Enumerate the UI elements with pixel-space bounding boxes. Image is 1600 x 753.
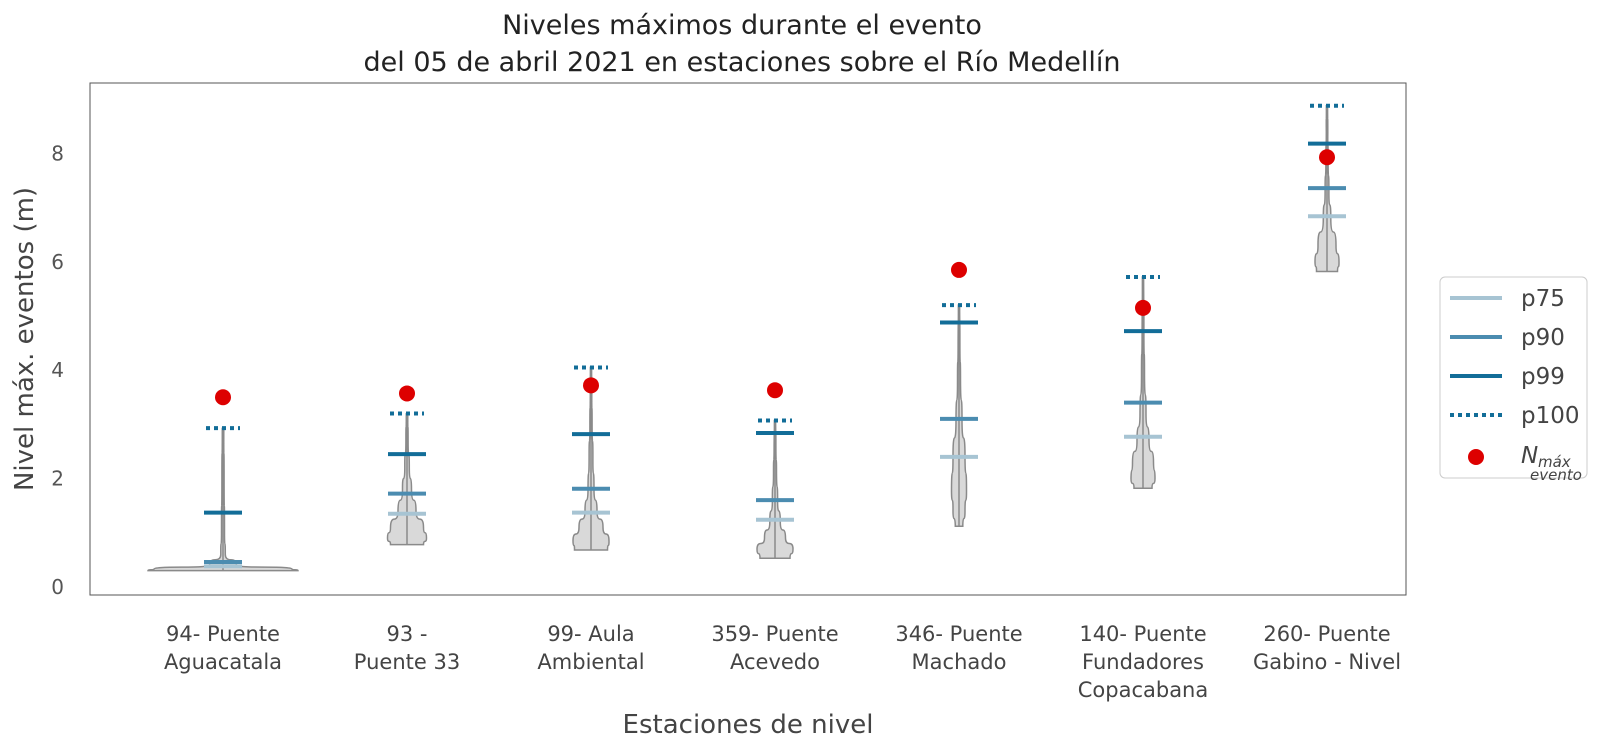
x-category-label-1-line-1: 94- Puente: [166, 622, 280, 646]
nmax-point-1: [215, 389, 231, 406]
legend-label-p75: p75: [1521, 286, 1565, 312]
x-category-label-3-line-1: 99- Aula: [547, 622, 634, 646]
x-axis-label: Estaciones de nivel: [623, 710, 874, 740]
x-category-label-7-line-1: 260- Puente: [1263, 622, 1390, 646]
x-category-label-5-line-2: Machado: [912, 650, 1007, 674]
legend-label-p99: p99: [1521, 364, 1565, 390]
legend-label-nmax-sub: evento: [1530, 466, 1582, 484]
x-category-label-4-line-1: 359- Puente: [711, 622, 838, 646]
x-category-label-4-line-2: Acevedo: [730, 650, 820, 674]
plot-area: [89, 82, 1407, 596]
x-category-label-1-line-2: Aguacatala: [164, 650, 282, 674]
legend-box: [1439, 276, 1588, 479]
x-category-label-6-line-1: 140- Puente: [1079, 622, 1206, 646]
x-category-label-2-line-2: Puente 33: [354, 650, 460, 674]
y-tick-label-8: 8: [51, 141, 64, 165]
x-category-label-6-line-3: Copacabana: [1078, 678, 1209, 702]
nmax-point-6: [1135, 299, 1151, 316]
y-tick-label-2: 2: [51, 467, 64, 491]
x-axis-categories: 94- Puente Aguacatala 93 - Puente 33 99- Aul…: [164, 622, 1401, 702]
legend-swatch-nmax: [1468, 449, 1484, 465]
y-tick-label-6: 6: [51, 250, 64, 274]
legend-label-nmax-sup: máx: [1538, 453, 1571, 471]
legend-label-p100: p100: [1521, 403, 1580, 429]
legend: p75 p90 p99 p100 N máx evento: [1439, 276, 1588, 484]
x-category-label-5-line-1: 346- Puente: [895, 622, 1022, 646]
x-category-label-6-line-2: Fundadores: [1082, 650, 1204, 674]
chart-title-line-2: del 05 de abril 2021 en estaciones sobre…: [364, 47, 1121, 78]
x-category-label-2-line-1: 93 -: [387, 622, 428, 646]
nmax-point-4: [767, 382, 783, 399]
legend-label-p90: p90: [1521, 325, 1565, 351]
y-tick-label-0: 0: [51, 575, 64, 599]
nmax-point-7: [1319, 149, 1335, 166]
x-category-label-3-line-2: Ambiental: [537, 650, 644, 674]
legend-label-nmax: N: [1521, 443, 1538, 469]
nmax-point-5: [951, 261, 967, 278]
chart-title-line-1: Niveles máximos durante el evento: [502, 10, 982, 41]
nmax-point-3: [583, 377, 599, 394]
nmax-point-2: [399, 385, 415, 402]
x-category-label-7-line-2: Gabino - Nivel: [1253, 650, 1401, 674]
percentile-markers-layer: [204, 103, 1346, 569]
y-axis-ticks: 0 2 4 6 8: [51, 141, 64, 598]
y-axis-label: Nivel máx. eventos (m): [10, 187, 40, 491]
y-tick-label-4: 4: [51, 358, 64, 382]
